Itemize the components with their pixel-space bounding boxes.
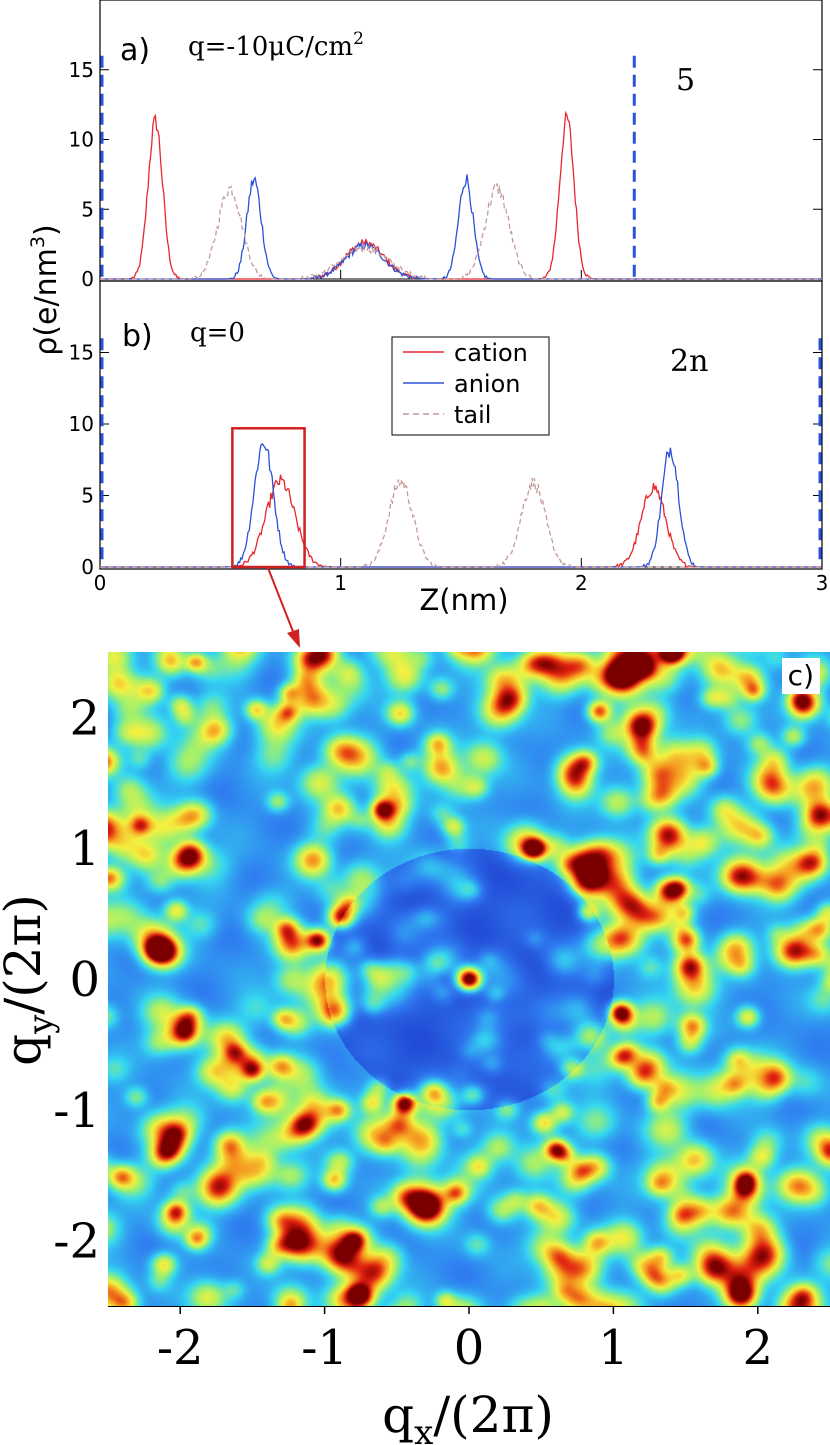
panel-a: 0 5 10 15 a) q=-10μC/cm2 5 bbox=[69, 0, 823, 291]
panel-c-xlabel-tail: /(2π) bbox=[433, 1386, 554, 1444]
panel-c-ytick-label: -2 bbox=[53, 1214, 100, 1270]
panel-a-ytick-label: 15 bbox=[69, 58, 94, 82]
density-ylabel-close: ) bbox=[29, 224, 64, 236]
panel-c-ticks: -2 -1 0 1 2 2 1 0 -1 -2 bbox=[53, 690, 773, 1376]
panel-c-xtick-label: -2 bbox=[157, 1320, 204, 1376]
panel-b-label: b) bbox=[122, 319, 153, 354]
series-tail-b bbox=[100, 477, 822, 568]
panel-a-tag: 5 bbox=[676, 63, 695, 98]
panel-a-ticks: 0 5 10 15 bbox=[69, 58, 823, 291]
panel-c-ylabel-sub: y bbox=[21, 1014, 61, 1035]
panel-a-charge-text: q=-10μC/cm bbox=[188, 32, 353, 62]
panel-a-ytick-label: 0 bbox=[81, 267, 94, 291]
legend-box bbox=[391, 336, 550, 436]
series-anion-a bbox=[100, 174, 822, 281]
legend-label-anion: anion bbox=[454, 370, 520, 398]
panel-b-tag: 2n bbox=[670, 344, 708, 379]
panel-c-xlabel-sub: x bbox=[414, 1413, 433, 1445]
panel-b-series bbox=[100, 442, 822, 569]
panel-c-xlabel-q: q bbox=[382, 1386, 414, 1444]
panel-c-xtick-label: 2 bbox=[743, 1320, 774, 1376]
series-anion-b bbox=[100, 442, 822, 569]
series-cation-b bbox=[100, 474, 822, 569]
panel-b-xtick-label: 3 bbox=[816, 571, 829, 595]
panel-c-ylabel-q: q bbox=[0, 1034, 52, 1066]
legend-label-cation: cation bbox=[454, 339, 528, 367]
panel-a-series bbox=[100, 110, 822, 281]
panel-a-ytick-label: 5 bbox=[81, 197, 94, 221]
structure-factor-heatmap: c) bbox=[108, 652, 830, 1306]
panel-a-ytick-label: 10 bbox=[69, 128, 94, 152]
panel-a-label: a) bbox=[120, 33, 150, 68]
zoom-arrow-head bbox=[287, 629, 300, 648]
panel-b-ytick-label: 5 bbox=[81, 484, 94, 508]
density-ylabel-text: ρ(e/nm bbox=[29, 248, 64, 356]
panel-c-ytick-label: 2 bbox=[69, 690, 100, 746]
density-ylabel: ρ(e/nm3) bbox=[27, 224, 64, 355]
panel-a-charge: q=-10μC/cm2 bbox=[188, 29, 364, 62]
series-tail-a bbox=[100, 183, 822, 281]
panel-b-xtick-label: 1 bbox=[334, 571, 347, 595]
panel-b-xlabel: Z(nm) bbox=[419, 583, 508, 617]
panel-c-label: c) bbox=[781, 658, 820, 694]
density-ylabel-exp: 3 bbox=[27, 236, 49, 248]
panel-c-xtick-label: 0 bbox=[454, 1320, 485, 1376]
legend: cation anion tail bbox=[391, 336, 550, 436]
panel-c-xtick-label: 1 bbox=[598, 1320, 629, 1376]
panel-b-ytick-label: 15 bbox=[69, 341, 94, 365]
panel-b-xtick-label: 2 bbox=[575, 571, 588, 595]
panel-c-ytick-label: 0 bbox=[69, 952, 100, 1008]
panel-b-ytick-label: 0 bbox=[81, 555, 94, 579]
heatmap-canvas bbox=[108, 652, 830, 1306]
panel-c-ytick-label: 1 bbox=[69, 821, 100, 877]
panel-b-electrodes bbox=[100, 338, 822, 567]
panel-c-ytick-label: -1 bbox=[53, 1083, 100, 1139]
panel-c-ylabel: qy/(2π) bbox=[0, 894, 61, 1066]
zoom-arrow-line bbox=[267, 567, 295, 635]
panel-c-xlabel: qx/(2π) bbox=[382, 1386, 554, 1445]
panel-b-ytick-label: 10 bbox=[69, 412, 94, 436]
panel-c-ylabel-tail: /(2π) bbox=[0, 894, 52, 1015]
legend-label-tail: tail bbox=[454, 401, 491, 429]
panel-a-charge-exp: 2 bbox=[353, 29, 364, 49]
panel-b-charge: q=0 bbox=[190, 318, 245, 348]
zoom-arrow bbox=[267, 567, 300, 648]
panel-b-frame bbox=[99, 280, 823, 570]
highlight-box bbox=[231, 427, 306, 569]
panel-c-xtick-label: -1 bbox=[301, 1320, 348, 1376]
panel-b: 0 5 10 15 0 1 2 3 b) q=0 2n cation anion tail Z… bbox=[69, 280, 829, 617]
panel-b-xtick-label: 0 bbox=[94, 571, 107, 595]
